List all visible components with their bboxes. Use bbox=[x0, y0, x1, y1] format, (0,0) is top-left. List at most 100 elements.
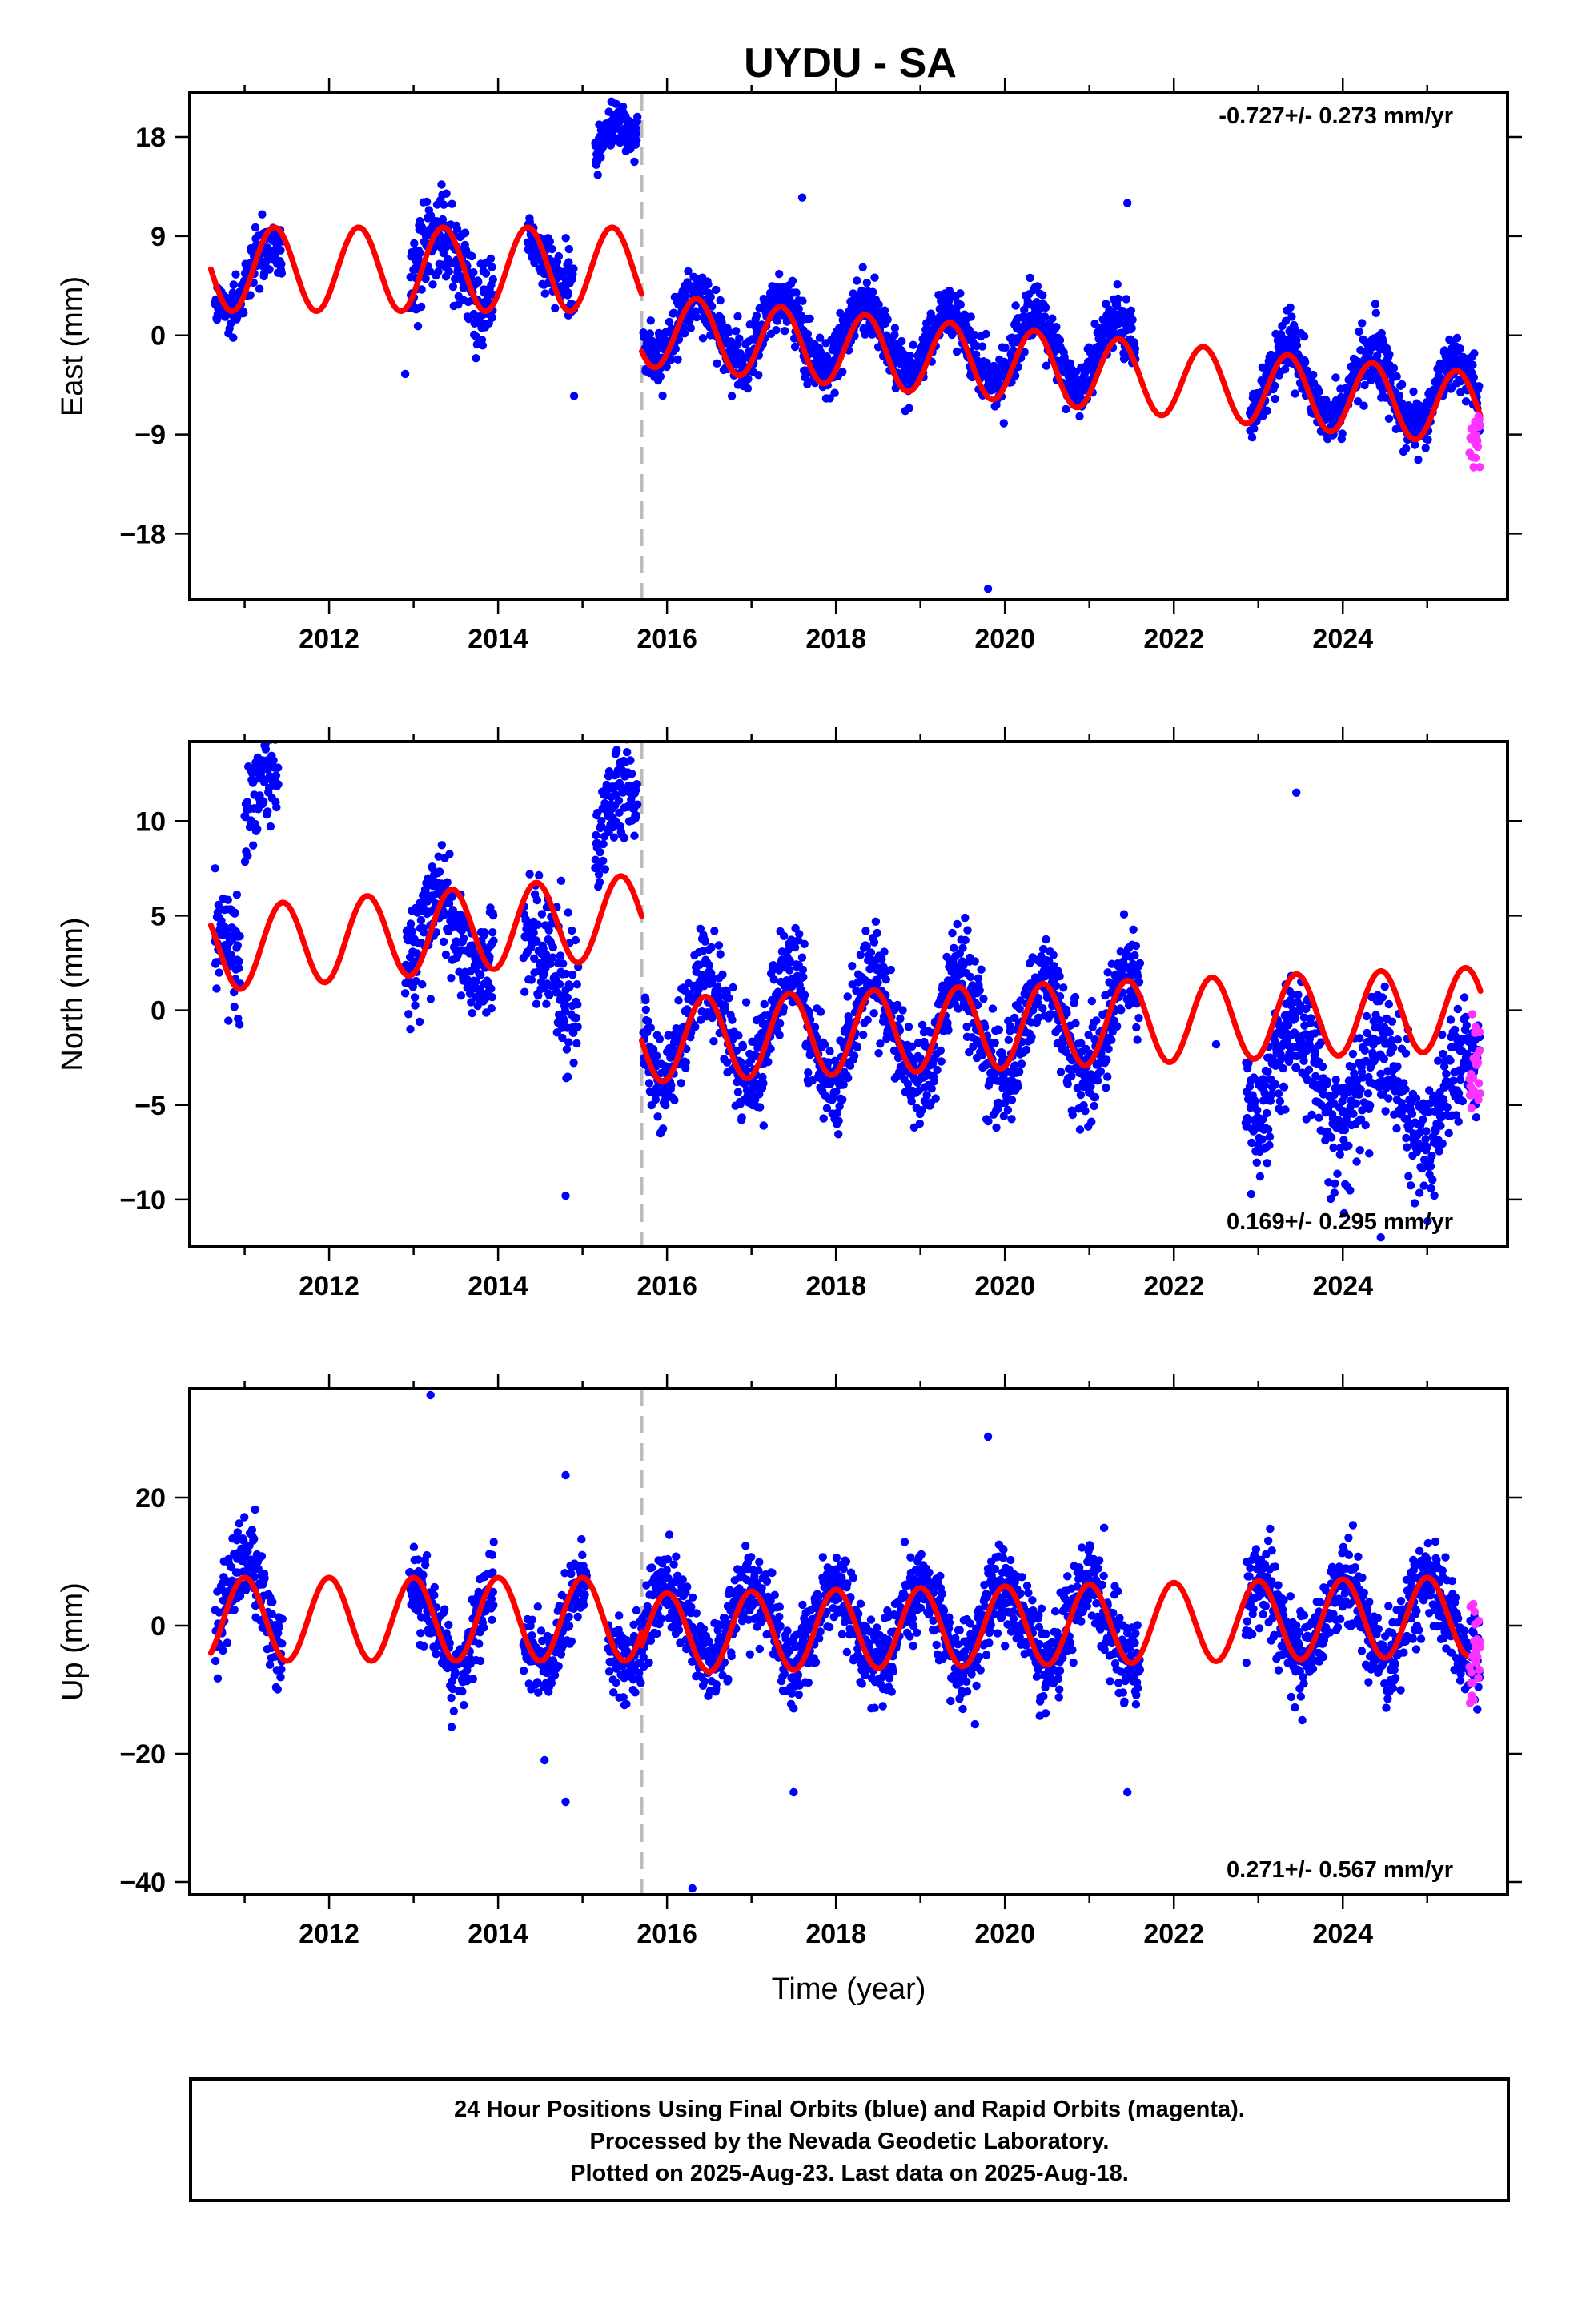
east-mm-plot-area bbox=[207, 93, 1485, 600]
north-mm-final-point bbox=[439, 937, 448, 947]
east-mm-final-point bbox=[451, 275, 460, 283]
north-mm-final-point bbox=[943, 1019, 952, 1027]
north-mm-final-point bbox=[869, 1009, 878, 1018]
east-mm-rapid-point bbox=[1476, 420, 1485, 430]
east-mm-final-point bbox=[735, 334, 744, 343]
north-mm-final-point bbox=[266, 822, 275, 831]
north-mm-final-point bbox=[1331, 1076, 1340, 1084]
east-mm-final-point bbox=[1130, 344, 1140, 353]
north-mm-final-point bbox=[834, 1130, 843, 1139]
east-mm-final-point bbox=[1263, 406, 1272, 415]
north-mm-final-point bbox=[1071, 1019, 1080, 1028]
north-mm-final-point bbox=[732, 1046, 741, 1055]
north-mm-final-point bbox=[1130, 951, 1139, 960]
north-mm-final-point bbox=[1349, 1109, 1358, 1118]
north-mm-final-point bbox=[212, 984, 221, 993]
north-mm-final-point bbox=[849, 1051, 859, 1060]
north-mm-final-point bbox=[655, 1035, 665, 1043]
north-mm-final-point bbox=[658, 1124, 668, 1133]
north-mm-final-point bbox=[595, 878, 604, 887]
north-mm-final-point bbox=[1059, 983, 1068, 992]
north-mm-final-point bbox=[758, 1072, 767, 1082]
east-mm-final-point bbox=[416, 302, 426, 312]
north-mm-final-point bbox=[1299, 1056, 1308, 1066]
north-mm-final-point bbox=[1132, 1023, 1141, 1032]
north-mm-final-point bbox=[738, 1043, 748, 1051]
east-mm-final-point bbox=[1041, 303, 1050, 312]
east-mm-final-point bbox=[669, 308, 678, 317]
east-mm-final-point bbox=[434, 267, 443, 276]
north-mm-final-point bbox=[626, 756, 635, 765]
east-mm-final-point bbox=[1385, 350, 1394, 359]
north-mm-final-point bbox=[1117, 1006, 1126, 1015]
north-mm-final-point bbox=[532, 895, 542, 905]
east-mm-final-point bbox=[560, 267, 568, 276]
north-mm-final-point bbox=[705, 961, 714, 970]
north-mm-final-point bbox=[572, 980, 581, 989]
north-mm-final-point bbox=[1247, 1189, 1256, 1199]
east-mm-final-point bbox=[905, 404, 913, 412]
north-mm-final-point bbox=[1022, 1045, 1031, 1055]
north-mm-final-point bbox=[544, 991, 554, 1000]
east-mm-final-point bbox=[231, 270, 240, 279]
north-mm-final-point bbox=[1102, 1055, 1111, 1064]
east-mm-final-point bbox=[1114, 294, 1122, 304]
east-mm-final-point bbox=[706, 292, 715, 301]
north-mm-final-point bbox=[1129, 925, 1138, 935]
north-mm-final-point bbox=[434, 852, 443, 861]
north-mm-final-point bbox=[760, 999, 769, 1009]
east-mm-final-point bbox=[744, 375, 753, 384]
north-mm-final-point bbox=[561, 969, 571, 979]
east-mm-final-point bbox=[422, 197, 432, 207]
east-mm-final-point bbox=[469, 268, 478, 277]
north-mm-final-point bbox=[804, 1068, 813, 1077]
east-mm-final-point bbox=[1048, 314, 1057, 323]
east-mm-final-point bbox=[674, 335, 684, 344]
north-mm-final-point bbox=[568, 971, 577, 979]
east-mm-final-point bbox=[707, 302, 717, 311]
north-mm-final-point bbox=[406, 919, 416, 928]
north-mm-final-point bbox=[560, 1017, 568, 1026]
north-mm-final-point bbox=[1279, 1063, 1287, 1073]
north-mm-final-point bbox=[1304, 1065, 1314, 1075]
north-mm-final-point bbox=[937, 1057, 946, 1066]
north-mm-final-point bbox=[795, 930, 804, 939]
north-mm-final-point bbox=[721, 1006, 729, 1015]
east-mm-final-point bbox=[794, 304, 803, 313]
north-mm-final-point bbox=[1255, 1172, 1265, 1181]
north-mm-final-point bbox=[1307, 1014, 1315, 1023]
east-mm-final-point bbox=[754, 371, 763, 380]
north-mm-final-point bbox=[485, 952, 494, 961]
north-mm-final-point bbox=[863, 1015, 872, 1025]
north-mm-final-point bbox=[532, 937, 541, 946]
north-mm-final-point bbox=[1404, 1172, 1413, 1180]
north-mm-final-point bbox=[742, 1066, 751, 1076]
north-mm-final-point bbox=[556, 951, 565, 960]
north-mm-final-point bbox=[527, 975, 536, 984]
north-mm-final-point bbox=[1131, 941, 1141, 951]
east-mm-final-point bbox=[665, 317, 674, 327]
north-mm-final-point bbox=[612, 746, 621, 754]
north-mm-final-point bbox=[1104, 1044, 1113, 1054]
east-mm-final-point bbox=[1395, 391, 1404, 400]
north-mm-final-point bbox=[1380, 982, 1389, 991]
north-mm-final-point bbox=[564, 908, 572, 917]
north-mm-final-point bbox=[776, 1019, 785, 1028]
north-mm-final-point bbox=[691, 1023, 700, 1031]
north-mm-final-point bbox=[233, 941, 242, 950]
north-mm-final-point bbox=[548, 943, 557, 952]
north-mm-final-point bbox=[235, 963, 243, 973]
north-mm-final-point bbox=[1318, 1062, 1327, 1072]
east-mm-final-point bbox=[713, 359, 721, 368]
north-mm-final-point bbox=[541, 950, 551, 959]
north-mm-final-point bbox=[623, 748, 632, 757]
east-mm-final-point bbox=[883, 315, 892, 324]
north-mm-final-point bbox=[1362, 1011, 1371, 1021]
east-mm-rapid-point bbox=[1475, 415, 1484, 424]
east-mm-y-tick-label: 18 bbox=[135, 123, 166, 153]
north-mm-final-point bbox=[569, 1059, 578, 1068]
east-mm-final-point bbox=[1113, 280, 1122, 289]
east-mm-final-point bbox=[410, 239, 419, 248]
east-mm-x-tick-label: 2014 bbox=[468, 624, 528, 654]
north-mm-final-point bbox=[404, 1010, 413, 1019]
